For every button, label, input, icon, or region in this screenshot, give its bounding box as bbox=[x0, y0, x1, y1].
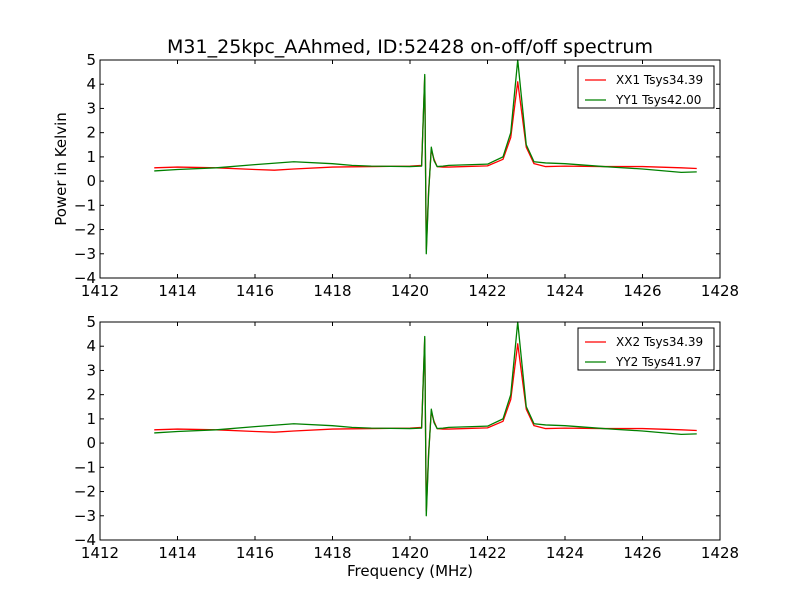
legend-box bbox=[577, 65, 715, 109]
x-tick-label: 1412 bbox=[81, 544, 119, 562]
x-tick-label: 1418 bbox=[313, 282, 351, 300]
chart-panels: 1412 1414 1416 1418 1420 1422 1424 1426 1428−4−3… bbox=[74, 51, 739, 562]
x-tick-label: 1414 bbox=[158, 282, 196, 300]
series-line-yy bbox=[154, 321, 697, 517]
y-tick-label: −2 bbox=[74, 221, 96, 239]
y-tick-label: −4 bbox=[74, 531, 96, 549]
x-tick-label: 1424 bbox=[546, 282, 584, 300]
x-tick-label: 1416 bbox=[236, 544, 274, 562]
y-tick-label: 2 bbox=[86, 124, 96, 142]
y-tick-label: 1 bbox=[86, 148, 96, 166]
y-tick-label: −1 bbox=[74, 196, 96, 214]
y-tick-label: −4 bbox=[74, 269, 96, 287]
legend: XX1 Tsys34.39 YY1 Tsys42.00 bbox=[577, 65, 715, 109]
y-tick-label: 4 bbox=[86, 337, 96, 355]
y-tick-label: 0 bbox=[86, 434, 96, 452]
x-tick-label: 1428 bbox=[701, 544, 739, 562]
x-tick-label: 1428 bbox=[701, 282, 739, 300]
x-tick-label: 1424 bbox=[546, 544, 584, 562]
y-tick-label: 2 bbox=[86, 386, 96, 404]
x-tick-label: 1422 bbox=[468, 544, 506, 562]
y-tick-label: 0 bbox=[86, 172, 96, 190]
panel-1: 1412 1414 1416 1418 1420 1422 1424 1426 1428−4−3… bbox=[74, 51, 739, 300]
series-line-yy bbox=[154, 59, 697, 255]
x-tick-label: 1422 bbox=[468, 282, 506, 300]
x-tick-label: 1420 bbox=[391, 544, 429, 562]
y-tick-label: −1 bbox=[74, 458, 96, 476]
chart-title: M31_25kpc_AAhmed, ID:52428 on-off/off sp… bbox=[167, 36, 653, 58]
y-tick-label: 1 bbox=[86, 410, 96, 428]
x-axis-label: Frequency (MHz) bbox=[347, 562, 473, 580]
x-tick-label: 1426 bbox=[623, 544, 661, 562]
y-tick-label: 3 bbox=[86, 361, 96, 379]
y-tick-label: 5 bbox=[86, 51, 96, 69]
y-tick-label: −3 bbox=[74, 507, 96, 525]
legend: XX2 Tsys34.39 YY2 Tsys41.97 bbox=[577, 327, 715, 371]
y-tick-label: −3 bbox=[74, 245, 96, 263]
x-tick-label: 1416 bbox=[236, 282, 274, 300]
y-axis-label: Power in Kelvin bbox=[52, 112, 70, 226]
panel-2: 1412 1414 1416 1418 1420 1422 1424 1426 1428−4−3… bbox=[74, 313, 739, 562]
y-tick-label: 5 bbox=[86, 313, 96, 331]
legend-label: YY2 Tsys41.97 bbox=[615, 355, 701, 369]
legend-box bbox=[577, 327, 715, 371]
x-tick-label: 1426 bbox=[623, 282, 661, 300]
x-tick-label: 1414 bbox=[158, 544, 196, 562]
legend-label: XX2 Tsys34.39 bbox=[616, 335, 703, 349]
legend-label: XX1 Tsys34.39 bbox=[616, 73, 703, 87]
y-tick-label: −2 bbox=[74, 483, 96, 501]
x-tick-label: 1412 bbox=[81, 282, 119, 300]
y-tick-label: 4 bbox=[86, 75, 96, 93]
y-tick-label: 3 bbox=[86, 99, 96, 117]
x-tick-label: 1420 bbox=[391, 282, 429, 300]
legend-label: YY1 Tsys42.00 bbox=[615, 93, 701, 107]
x-tick-label: 1418 bbox=[313, 544, 351, 562]
